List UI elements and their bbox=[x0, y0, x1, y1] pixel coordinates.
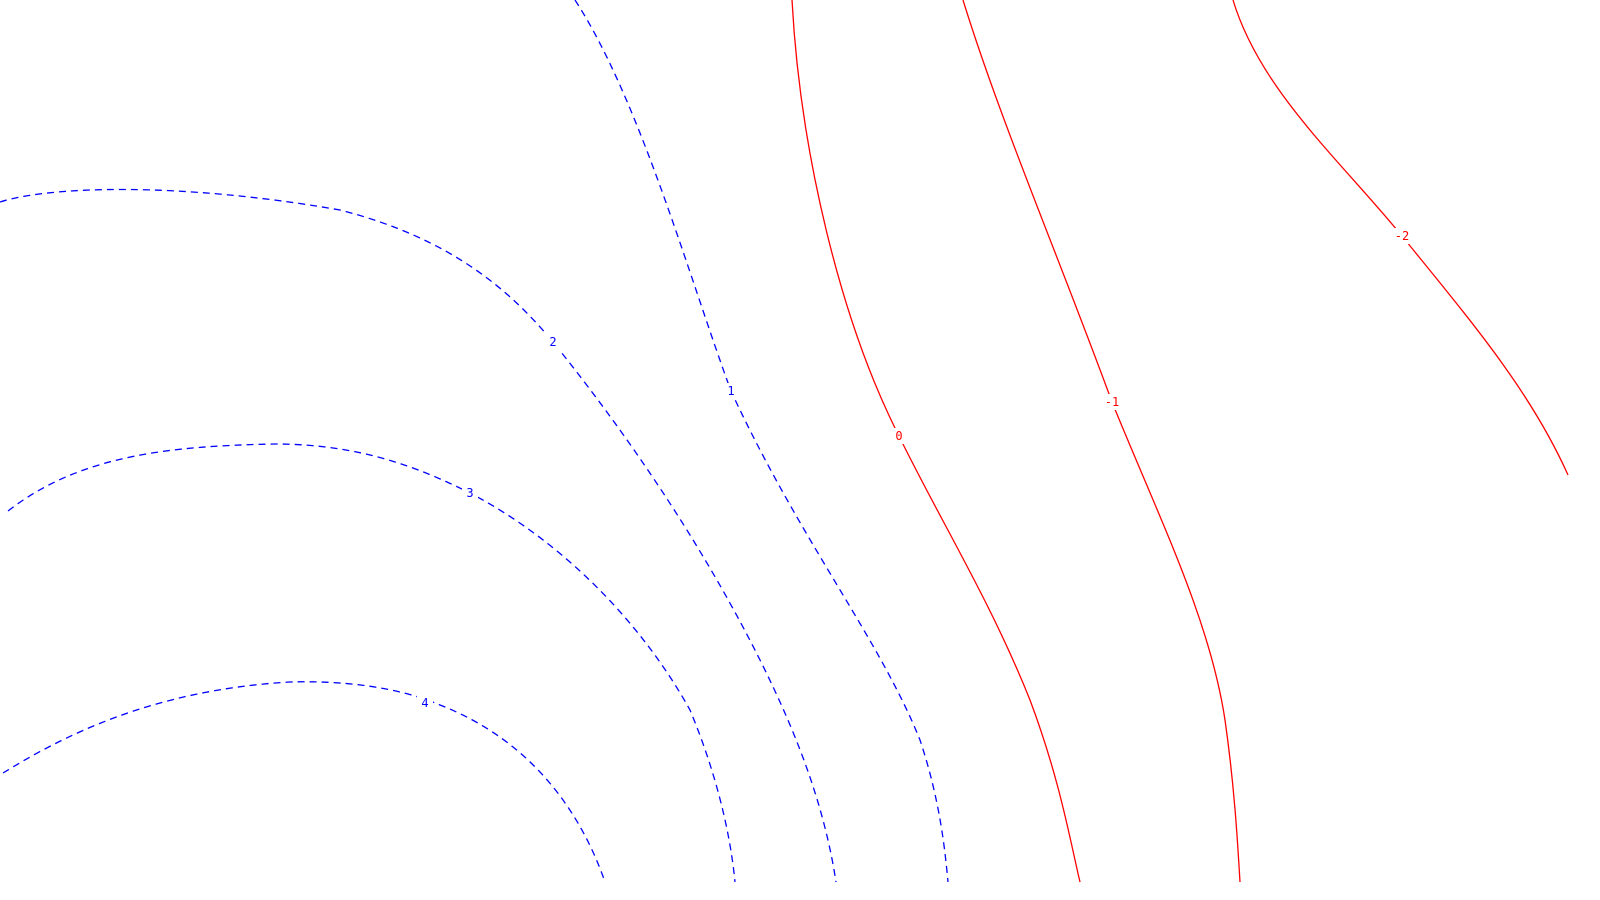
contour-level-minus-1: -1 bbox=[962, 0, 1241, 883]
contour-label-1: 1 bbox=[727, 384, 734, 398]
contour-label-minus-1: -1 bbox=[1105, 395, 1119, 409]
contour-level-3: 3 bbox=[7, 443, 736, 883]
contour-label-2: 2 bbox=[549, 335, 556, 349]
contour-line-0 bbox=[791, 0, 1081, 883]
contour-line-minus-1 bbox=[962, 0, 1241, 883]
contour-level-4: 4 bbox=[2, 681, 606, 883]
contour-line-2 bbox=[0, 188, 837, 883]
contour-level-1: 1 bbox=[574, 0, 949, 883]
contour-level-2: 2 bbox=[0, 188, 837, 883]
contour-level-0: 0 bbox=[791, 0, 1081, 883]
contour-label-0: 0 bbox=[895, 429, 902, 443]
contour-label-4: 4 bbox=[421, 696, 428, 710]
contour-line-4 bbox=[2, 681, 606, 883]
contour-level-minus-2: -2 bbox=[1232, 0, 1569, 476]
contour-label-3: 3 bbox=[466, 486, 473, 500]
contour-label-minus-2: -2 bbox=[1395, 229, 1409, 243]
